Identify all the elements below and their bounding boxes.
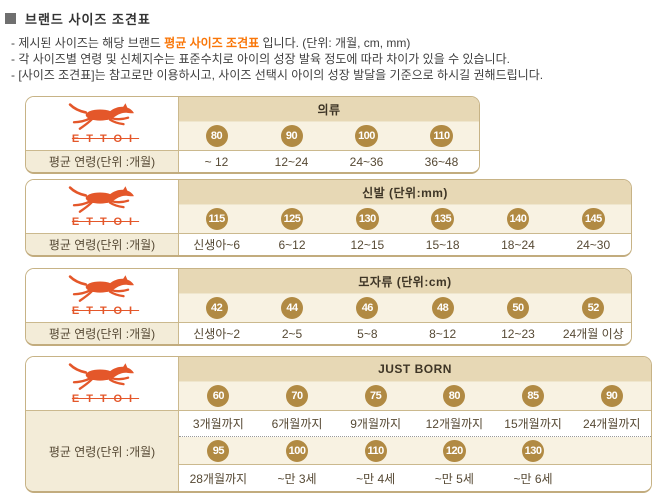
size-badge: 95 bbox=[207, 439, 230, 462]
age-range: 12~23 bbox=[501, 326, 535, 341]
size-row: 80 90 100 110 bbox=[179, 122, 479, 151]
empty-cell bbox=[572, 465, 651, 491]
age-row: 신생아~2 2~5 5~8 8~12 12~23 24개월 이상 bbox=[179, 323, 631, 344]
table-title: 의류 bbox=[179, 97, 479, 122]
note-line: - 제시된 사이즈는 해당 브랜드 평균 사이즈 조견표 입니다. (단위: 개… bbox=[11, 36, 411, 50]
table-title: 모자류 (단위:cm) bbox=[179, 269, 631, 294]
size-badge: 50 bbox=[506, 297, 529, 319]
age-range: 5~8 bbox=[357, 326, 378, 341]
horse-icon bbox=[68, 186, 134, 213]
size-badge: 46 bbox=[356, 297, 379, 319]
size-badge: 60 bbox=[207, 385, 230, 407]
size-row: 60 70 75 80 85 90 bbox=[179, 382, 651, 411]
age-range: ~ 12 bbox=[204, 154, 229, 169]
size-badge: 125 bbox=[280, 208, 304, 230]
age-range: ~만 6세 bbox=[513, 471, 553, 486]
age-range: 신생아~6 bbox=[193, 238, 241, 252]
size-table-just-born: ETTOI 평균 연령(단위 :개월) JUST BORN 60 70 75 8… bbox=[25, 356, 652, 493]
table-title: JUST BORN bbox=[179, 357, 651, 382]
avg-age-label: 평균 연령(단위 :개월) bbox=[26, 323, 178, 344]
size-badge: 110 bbox=[430, 125, 453, 147]
size-badge: 100 bbox=[355, 125, 378, 147]
size-badge: 90 bbox=[600, 385, 623, 407]
size-row: 42 44 46 48 50 52 bbox=[179, 294, 631, 323]
horse-icon bbox=[68, 103, 134, 130]
size-badge: 80 bbox=[443, 385, 466, 407]
size-badge: 85 bbox=[522, 385, 545, 407]
age-range: 9개월까지 bbox=[350, 417, 402, 431]
brand-logo: ETTOI bbox=[26, 180, 178, 234]
size-badge: 100 bbox=[285, 439, 309, 462]
size-badge: 120 bbox=[442, 439, 466, 462]
horse-icon bbox=[68, 363, 134, 390]
age-range: 12~24 bbox=[274, 154, 309, 169]
size-badge: 140 bbox=[506, 208, 530, 230]
age-range: ~만 5세 bbox=[434, 471, 474, 486]
horse-icon bbox=[68, 275, 134, 302]
avg-age-label: 평균 연령(단위 :개월) bbox=[26, 151, 178, 172]
size-badge: 48 bbox=[431, 297, 454, 319]
brand-logo-text: ETTOI bbox=[71, 393, 140, 405]
size-badge: 110 bbox=[364, 439, 387, 462]
size-badge: 135 bbox=[431, 208, 455, 230]
age-row: ~ 12 12~24 24~36 36~48 bbox=[179, 151, 479, 172]
size-badge: 52 bbox=[582, 297, 605, 319]
brand-logo-text: ETTOI bbox=[71, 216, 140, 228]
age-range: 신생아~2 bbox=[193, 327, 241, 341]
size-badge: 130 bbox=[521, 439, 545, 462]
notes: - 제시된 사이즈는 해당 브랜드 평균 사이즈 조견표 입니다. (단위: 개… bbox=[11, 35, 670, 83]
age-range: 12개월까지 bbox=[425, 417, 484, 431]
age-range: 8~12 bbox=[429, 326, 457, 341]
size-badge: 44 bbox=[280, 297, 303, 319]
section-bullet-icon bbox=[5, 13, 16, 24]
page-header: 브랜드 사이즈 조견표 - 제시된 사이즈는 해당 브랜드 평균 사이즈 조견표… bbox=[0, 0, 670, 83]
brand-logo-text: ETTOI bbox=[71, 133, 140, 145]
age-range: 12~15 bbox=[350, 237, 385, 252]
age-range: 24~36 bbox=[349, 154, 384, 169]
avg-age-label: 평균 연령(단위 :개월) bbox=[26, 411, 178, 491]
size-table-clothing: ETTOI 평균 연령(단위 :개월) 의류 80 90 100 110 ~ 1… bbox=[25, 96, 480, 174]
age-row: 28개월까지 ~만 3세 ~만 4세 ~만 5세 ~만 6세 bbox=[179, 465, 651, 491]
note-highlight: 평균 사이즈 조견표 bbox=[164, 36, 260, 50]
age-range: 3개월까지 bbox=[192, 417, 244, 431]
age-range: ~만 3세 bbox=[277, 471, 317, 486]
age-range: 18~24 bbox=[501, 237, 535, 252]
brand-logo: ETTOI bbox=[26, 357, 178, 411]
note-line: - [사이즈 조견표]는 참고로만 이용하시고, 사이즈 선택시 아이의 성장 … bbox=[11, 68, 544, 82]
size-badge: 115 bbox=[205, 208, 228, 230]
brand-logo: ETTOI bbox=[26, 97, 178, 151]
age-range: 28개월까지 bbox=[189, 471, 248, 486]
age-range: 24개월 이상 bbox=[562, 327, 624, 341]
page-title: 브랜드 사이즈 조견표 bbox=[25, 12, 151, 27]
age-range: 15~18 bbox=[425, 237, 460, 252]
size-badge: 70 bbox=[286, 385, 308, 407]
age-range: 24개월까지 bbox=[582, 417, 641, 431]
size-badge: 145 bbox=[581, 208, 605, 230]
size-row: 95 100 110 120 130 bbox=[179, 437, 651, 465]
age-row: 3개월까지 6개월까지 9개월까지 12개월까지 15개월까지 24개월까지 bbox=[179, 411, 651, 437]
size-badge: 80 bbox=[205, 125, 228, 147]
size-badge: 42 bbox=[205, 297, 228, 319]
size-row: 115 125 130 135 140 145 bbox=[179, 205, 631, 234]
age-range: 2~5 bbox=[281, 326, 303, 341]
age-range: 15개월까지 bbox=[504, 417, 562, 431]
age-range: 36~48 bbox=[424, 154, 459, 169]
age-range: 6~12 bbox=[278, 237, 306, 252]
age-range: ~만 4세 bbox=[356, 471, 396, 486]
section-title: 브랜드 사이즈 조견표 bbox=[5, 9, 670, 28]
size-badge: 130 bbox=[355, 208, 379, 230]
brand-logo-text: ETTOI bbox=[71, 305, 140, 317]
age-range: 6개월까지 bbox=[271, 417, 323, 431]
size-table-hats: ETTOI 평균 연령(단위 :개월) 모자류 (단위:cm) 42 44 46… bbox=[25, 268, 632, 346]
table-title: 신발 (단위:mm) bbox=[179, 180, 631, 205]
brand-logo: ETTOI bbox=[26, 269, 178, 323]
avg-age-label: 평균 연령(단위 :개월) bbox=[26, 234, 178, 255]
size-badge: 90 bbox=[280, 125, 303, 147]
note-line: - 각 사이즈별 연령 및 신체지수는 표준수치로 아이의 성장 발육 정도에 … bbox=[11, 52, 510, 66]
size-table-shoes: ETTOI 평균 연령(단위 :개월) 신발 (단위:mm) 115 125 1… bbox=[25, 179, 632, 257]
empty-cell bbox=[572, 437, 651, 464]
age-row: 신생아~6 6~12 12~15 15~18 18~24 24~30 bbox=[179, 234, 631, 255]
age-range: 24~30 bbox=[576, 237, 611, 252]
size-badge: 75 bbox=[364, 385, 387, 407]
